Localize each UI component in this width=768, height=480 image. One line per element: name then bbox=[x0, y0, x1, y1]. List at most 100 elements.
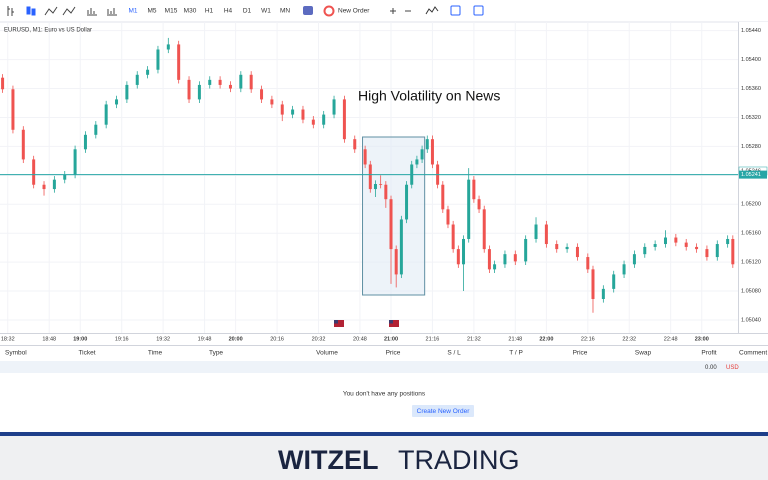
candle-body bbox=[342, 99, 346, 140]
candle-body bbox=[322, 114, 326, 125]
timeframe[interactable]: M1 bbox=[128, 8, 137, 15]
new-order-button[interactable]: New Order bbox=[338, 8, 370, 15]
timeframe[interactable]: M15 bbox=[165, 8, 178, 15]
column-header: S / L bbox=[447, 350, 461, 357]
timeframe[interactable]: M30 bbox=[184, 8, 197, 15]
candle-body bbox=[601, 288, 605, 300]
create-order-label[interactable]: Create New Order bbox=[417, 408, 471, 415]
column-header: Type bbox=[209, 350, 223, 357]
x-tick-label: 21:00 bbox=[384, 336, 398, 342]
column-header: T / P bbox=[509, 350, 523, 357]
candle-body bbox=[643, 246, 647, 255]
timeframe[interactable]: D1 bbox=[243, 8, 252, 15]
flag bbox=[334, 320, 344, 327]
candle-body bbox=[218, 79, 222, 85]
candle-body bbox=[467, 179, 471, 239]
logo-bold: WITZEL bbox=[278, 445, 378, 475]
candle-body bbox=[487, 249, 491, 270]
zoom-icons[interactable] bbox=[390, 8, 411, 14]
x-tick-label: 18:48 bbox=[42, 336, 56, 342]
volume-icon[interactable] bbox=[107, 8, 117, 16]
column-header: Comment bbox=[739, 350, 767, 357]
candle-body bbox=[586, 257, 590, 270]
candle-body bbox=[513, 254, 517, 262]
timeframe[interactable]: M5 bbox=[147, 8, 156, 15]
x-tick-label: 19:16 bbox=[115, 336, 129, 342]
candle-body bbox=[115, 99, 119, 105]
x-tick-label: 22:48 bbox=[664, 336, 678, 342]
notes-icon[interactable] bbox=[473, 5, 484, 16]
candle-body bbox=[430, 139, 434, 165]
bars-icon[interactable] bbox=[87, 8, 97, 16]
summary-row bbox=[0, 361, 768, 373]
y-tick-label: 1.05400 bbox=[741, 57, 761, 63]
candle-body bbox=[425, 139, 429, 150]
candle-body bbox=[565, 246, 569, 250]
x-tick-label: 22:32 bbox=[622, 336, 636, 342]
bar-icon[interactable] bbox=[7, 6, 14, 16]
empty-message: You don't have any positions bbox=[343, 391, 426, 398]
profit: 0.00 bbox=[705, 365, 717, 371]
timeframe[interactable]: H1 bbox=[205, 8, 214, 15]
timeframe[interactable]: MN bbox=[280, 8, 290, 15]
candle-body bbox=[441, 184, 445, 210]
candle-body bbox=[249, 74, 253, 90]
indicator-icon[interactable] bbox=[425, 6, 439, 15]
candle-body bbox=[125, 84, 129, 100]
x-tick-label: 19:32 bbox=[156, 336, 170, 342]
candle-body bbox=[705, 249, 709, 258]
x-tick-label: 21:16 bbox=[426, 336, 440, 342]
timeframe[interactable]: H4 bbox=[224, 8, 233, 15]
candle-body bbox=[472, 179, 476, 200]
candle-body bbox=[544, 224, 548, 245]
candle-body bbox=[73, 149, 77, 175]
candle-body bbox=[684, 242, 688, 247]
candle-body bbox=[726, 238, 730, 245]
timeframe[interactable]: W1 bbox=[261, 8, 271, 15]
x-tick-label: 22:00 bbox=[539, 336, 553, 342]
candle-body bbox=[291, 109, 295, 115]
line-icon[interactable] bbox=[44, 6, 58, 16]
candle-body bbox=[389, 199, 393, 250]
y-tick-label: 1.05360 bbox=[741, 86, 761, 92]
candle-body bbox=[280, 104, 284, 115]
column-header: Swap bbox=[635, 350, 652, 357]
create-order-button[interactable] bbox=[412, 405, 474, 417]
news-highlight bbox=[362, 136, 426, 296]
flag bbox=[389, 320, 399, 327]
candle-icon[interactable] bbox=[26, 6, 31, 15]
x-tick-label: 19:48 bbox=[198, 336, 212, 342]
x-tick-label: 23:00 bbox=[695, 336, 709, 342]
x-tick-label: 20:32 bbox=[312, 336, 326, 342]
area-icon[interactable] bbox=[62, 6, 76, 16]
candle-body bbox=[503, 254, 507, 265]
calendar-icon[interactable] bbox=[450, 5, 461, 16]
candle-body bbox=[612, 274, 616, 289]
order-icon[interactable] bbox=[323, 5, 335, 17]
y-tick-label: 1.05160 bbox=[741, 231, 761, 237]
candle-body bbox=[373, 184, 377, 190]
candle-body bbox=[394, 249, 398, 275]
candle-body bbox=[197, 84, 201, 100]
column-header: Symbol bbox=[5, 350, 27, 357]
candle-icon[interactable] bbox=[31, 8, 36, 16]
candle-body bbox=[575, 246, 579, 258]
x-tick-label: 19:00 bbox=[73, 336, 87, 342]
candle-body bbox=[52, 179, 56, 190]
candle-body bbox=[384, 184, 388, 200]
candle-body bbox=[632, 254, 636, 265]
flag bbox=[334, 320, 338, 324]
candle-body bbox=[83, 134, 87, 150]
candle-body bbox=[379, 184, 383, 185]
candle-body bbox=[482, 209, 486, 250]
candle-body bbox=[715, 244, 719, 258]
chart: 1.05440 1.05400 1.05360 1.05320 1.05280 1.052… bbox=[0, 22, 768, 342]
candle-body bbox=[591, 269, 595, 300]
screenshot-icon[interactable] bbox=[303, 6, 313, 15]
y-tick-label: 1.05320 bbox=[741, 115, 761, 121]
x-tick-label: 20:48 bbox=[353, 336, 367, 342]
timeframes: M1 M5 M15 M30 H1 H4 D1 W1 MN bbox=[128, 8, 290, 15]
x-tick-label: 21:48 bbox=[508, 336, 522, 342]
candle-body bbox=[674, 237, 678, 243]
